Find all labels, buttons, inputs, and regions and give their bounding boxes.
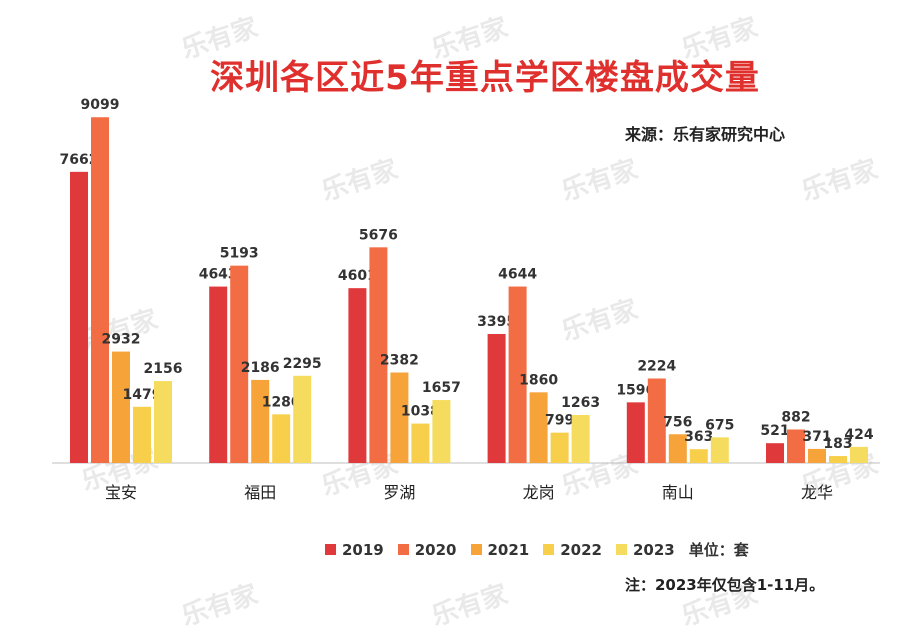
category-label: 龙华: [801, 483, 833, 502]
data-label: 2186: [241, 360, 280, 376]
legend-item: 2023: [616, 541, 675, 559]
bar: [689, 449, 708, 463]
bar: [487, 333, 506, 463]
bar: [710, 437, 729, 463]
data-label: 675: [705, 417, 734, 433]
bar: [829, 456, 847, 463]
data-label: 1263: [561, 395, 600, 411]
bar: [154, 381, 172, 463]
bar: [850, 446, 868, 463]
bar: [529, 392, 548, 463]
legend: 2019 2020 2021 2022 2023 单位：套: [325, 539, 749, 560]
data-label: 756: [663, 414, 692, 430]
legend-item: 2022: [543, 541, 602, 559]
data-label: 9099: [81, 97, 120, 113]
bar: [272, 414, 291, 463]
category-label: 罗湖: [383, 483, 415, 502]
data-label: 1657: [422, 380, 461, 396]
data-label: 1038: [401, 404, 440, 420]
bar: [432, 400, 451, 463]
data-label: 424: [844, 427, 873, 443]
data-label: 5676: [359, 227, 398, 243]
bar: [766, 443, 784, 463]
data-label: 183: [823, 436, 852, 452]
legend-item: 2021: [470, 540, 530, 559]
data-label: 7662: [60, 152, 99, 168]
bar: [91, 117, 109, 463]
unit-label: 单位：套: [688, 541, 749, 559]
data-label: 521: [760, 423, 789, 439]
legend-item: 2020: [397, 540, 457, 559]
category-label: 龙岗: [523, 483, 555, 502]
bar: [508, 286, 527, 463]
bar: [411, 423, 430, 463]
category-label: 宝安: [105, 483, 137, 502]
bar: [647, 378, 666, 463]
bar: [369, 247, 388, 463]
legend-label: 2022: [560, 540, 602, 559]
data-label: 4643: [199, 267, 238, 283]
bar: [348, 288, 367, 463]
data-label: 2224: [637, 358, 676, 374]
data-label: 371: [802, 429, 831, 445]
data-label: 4601: [338, 268, 377, 284]
legend-label: 2021: [487, 540, 530, 559]
bar: [390, 372, 409, 463]
chart-source: 来源：乐有家研究中心: [624, 125, 785, 144]
data-label: 882: [781, 409, 810, 425]
bar: [133, 406, 151, 463]
legend-swatch: [325, 544, 336, 555]
data-label: 5193: [220, 246, 259, 262]
legend-item: 2019: [325, 541, 384, 559]
bar: [787, 429, 805, 463]
data-label: 2932: [102, 332, 141, 348]
legend-swatch: [397, 544, 409, 555]
legend-swatch: [470, 544, 482, 555]
data-label: 799: [545, 413, 574, 429]
data-label: 363: [684, 429, 713, 445]
data-label: 2295: [283, 356, 322, 372]
data-label: 4644: [498, 267, 537, 283]
legend-label: 2019: [342, 540, 384, 559]
bar: [626, 402, 645, 463]
bar: [293, 375, 312, 463]
bar: [209, 286, 228, 463]
bar: [550, 432, 569, 463]
bar: [571, 415, 590, 463]
bar: [112, 351, 130, 463]
category-label: 南山: [662, 483, 694, 502]
data-label: 2156: [144, 361, 183, 377]
legend-label: 2023: [633, 540, 675, 559]
data-label: 1479: [123, 387, 162, 403]
data-label: 1860: [519, 372, 558, 388]
legend-swatch: [543, 544, 555, 555]
category-label: 福田: [244, 483, 276, 502]
bar: [230, 265, 249, 463]
bar: [668, 434, 687, 463]
footnote: 注：2023年仅包含1-11月。: [625, 576, 825, 594]
bar: [70, 171, 88, 463]
data-label: 1596: [616, 382, 655, 398]
legend-label: 2020: [414, 540, 457, 559]
data-label: 1280: [262, 394, 301, 410]
bar: [808, 448, 826, 463]
data-label: 2382: [380, 352, 419, 368]
data-label: 3395: [477, 314, 516, 330]
legend-swatch: [616, 544, 627, 555]
bar: [251, 379, 270, 463]
chart-title: 深圳各区近5年重点学区楼盘成交量: [210, 58, 760, 98]
